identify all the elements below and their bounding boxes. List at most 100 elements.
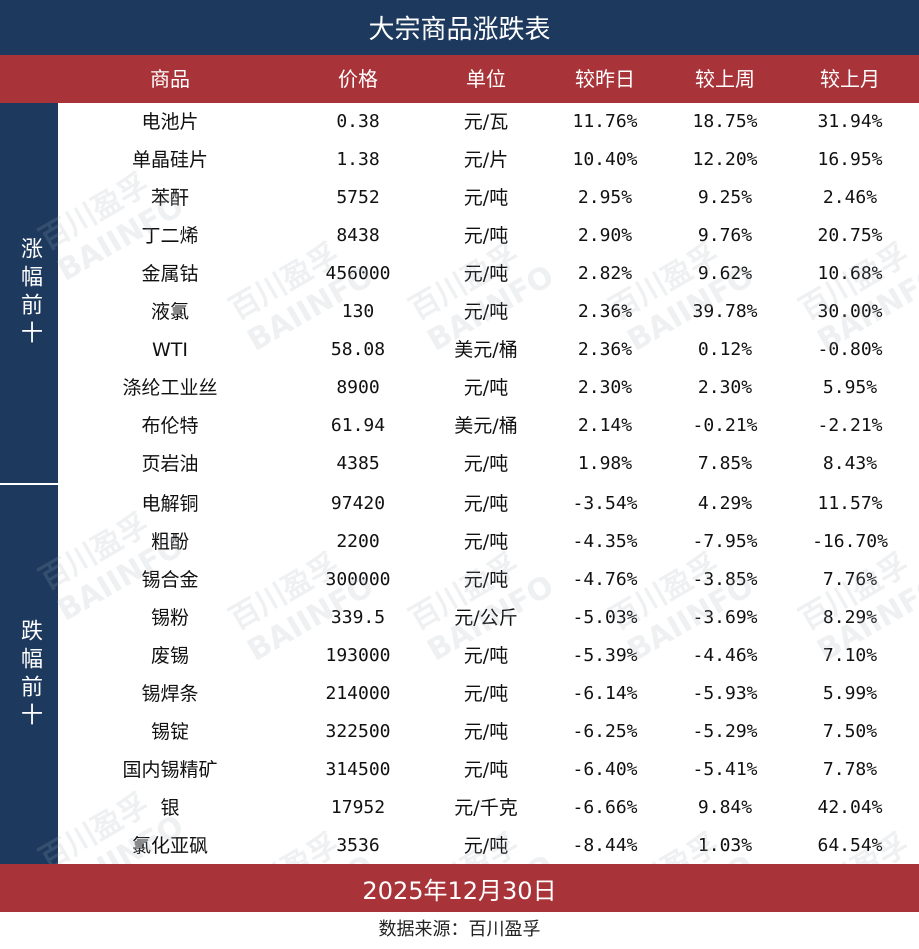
header-price: 价格 (338, 67, 378, 91)
cell-price: 1.38 (336, 149, 380, 170)
table-row: 涤纶工业丝 8900 元/吨 2.30% 2.30% 5.95% (58, 369, 919, 407)
cell-vs-last-month: 5.95% (822, 377, 878, 398)
cell-price: 8900 (336, 377, 380, 398)
cell-unit: 元/公斤 (454, 607, 518, 629)
cell-vs-last-week: -7.95% (692, 531, 758, 552)
cell-vs-yesterday: 2.95% (577, 187, 633, 208)
cell-price: 0.38 (336, 111, 380, 132)
cell-vs-last-month: 10.68% (817, 263, 883, 284)
table-title: 大宗商品涨跌表 (0, 0, 919, 55)
cell-vs-last-week: -5.93% (692, 683, 758, 704)
table-row: 银 17952 元/千克 -6.66% 9.84% 42.04% (58, 789, 919, 827)
header-row: 商品 价格 单位 较昨日 较上周 较上月 (0, 55, 919, 103)
cell-vs-last-month: 7.50% (822, 721, 878, 742)
cell-commodity: 丁二烯 (141, 225, 199, 247)
cell-price: 322500 (325, 721, 391, 742)
cell-vs-yesterday: 1.98% (577, 453, 633, 474)
cell-price: 4385 (336, 453, 380, 474)
cell-commodity: 锡锭 (150, 721, 189, 743)
side-label-bottom-text: 跌幅前十 (17, 618, 42, 731)
cell-vs-last-month: -0.80% (817, 339, 883, 360)
cell-price: 8438 (336, 225, 380, 246)
cell-vs-yesterday: -8.44% (572, 835, 638, 856)
cell-commodity: 粗酚 (150, 531, 189, 553)
cell-unit: 元/吨 (463, 301, 509, 323)
table-row: WTI 58.08 美元/桶 2.36% 0.12% -0.80% (58, 331, 919, 369)
cell-vs-last-month: 2.46% (822, 187, 878, 208)
cell-vs-yesterday: -4.35% (572, 531, 638, 552)
cell-unit: 元/吨 (463, 683, 509, 705)
cell-vs-yesterday: 10.40% (572, 149, 638, 170)
cell-vs-last-month: 7.78% (822, 759, 878, 780)
cell-price: 193000 (325, 645, 391, 666)
cell-vs-yesterday: -5.03% (572, 607, 638, 628)
cell-unit: 元/吨 (463, 721, 509, 743)
cell-vs-last-week: -4.46% (692, 645, 758, 666)
cell-vs-yesterday: -5.39% (572, 645, 638, 666)
cell-unit: 元/吨 (463, 531, 509, 553)
footer-date: 2025年12月30日 (0, 864, 919, 912)
table-row: 页岩油 4385 元/吨 1.98% 7.85% 8.43% (58, 445, 919, 483)
header-unit: 单位 (466, 67, 506, 91)
table-row: 电解铜 97420 元/吨 -3.54% 4.29% 11.57% (58, 485, 919, 523)
header-vs-last-week: 较上周 (695, 67, 755, 91)
cell-price: 339.5 (330, 607, 386, 628)
header-commodity: 商品 (150, 67, 190, 91)
cell-unit: 元/吨 (463, 493, 509, 515)
cell-vs-last-month: 64.54% (817, 835, 883, 856)
cell-unit: 元/千克 (454, 797, 518, 819)
table-row: 锡焊条 214000 元/吨 -6.14% -5.93% 5.99% (58, 675, 919, 713)
cell-price: 300000 (325, 569, 391, 590)
cell-vs-last-week: -3.69% (692, 607, 758, 628)
cell-vs-last-month: 30.00% (817, 301, 883, 322)
cell-unit: 元/吨 (463, 645, 509, 667)
cell-vs-last-week: 9.25% (697, 187, 753, 208)
footer-source: 数据来源：百川盈孚 (0, 912, 919, 943)
cell-commodity: WTI (152, 339, 188, 361)
cell-vs-last-week: 7.85% (697, 453, 753, 474)
cell-unit: 元/瓦 (463, 111, 509, 133)
cell-vs-last-week: 9.76% (697, 225, 753, 246)
cell-unit: 元/片 (463, 149, 509, 171)
cell-vs-last-week: 18.75% (692, 111, 758, 132)
cell-commodity: 电池片 (141, 111, 199, 133)
cell-commodity: 电解铜 (141, 493, 199, 515)
table-row: 液氯 130 元/吨 2.36% 39.78% 30.00% (58, 293, 919, 331)
cell-vs-yesterday: -4.76% (572, 569, 638, 590)
cell-unit: 元/吨 (463, 187, 509, 209)
table-row: 金属钴 456000 元/吨 2.82% 9.62% 10.68% (58, 255, 919, 293)
cell-vs-last-month: 7.10% (822, 645, 878, 666)
cell-unit: 元/吨 (463, 759, 509, 781)
cell-commodity: 涤纶工业丝 (122, 377, 218, 399)
cell-commodity: 废锡 (150, 645, 189, 667)
cell-vs-last-week: -5.41% (692, 759, 758, 780)
cell-unit: 元/吨 (463, 225, 509, 247)
cell-price: 214000 (325, 683, 391, 704)
cell-price: 2200 (336, 531, 380, 552)
cell-vs-yesterday: 2.82% (577, 263, 633, 284)
cell-unit: 美元/桶 (454, 415, 518, 437)
cell-commodity: 锡粉 (150, 607, 189, 629)
cell-price: 3536 (336, 835, 380, 856)
cell-vs-last-week: 9.84% (697, 797, 753, 818)
cell-vs-last-week: 0.12% (697, 339, 753, 360)
cell-commodity: 苯酐 (150, 187, 189, 209)
cell-unit: 美元/桶 (454, 339, 518, 361)
cell-vs-last-month: 42.04% (817, 797, 883, 818)
cell-vs-last-week: 39.78% (692, 301, 758, 322)
cell-vs-last-week: 12.20% (692, 149, 758, 170)
cell-vs-last-month: 16.95% (817, 149, 883, 170)
cell-vs-yesterday: 2.36% (577, 301, 633, 322)
cell-vs-last-month: 7.76% (822, 569, 878, 590)
cell-vs-yesterday: 2.36% (577, 339, 633, 360)
cell-commodity: 液氯 (150, 301, 189, 323)
cell-vs-last-month: 20.75% (817, 225, 883, 246)
cell-commodity: 锡合金 (141, 569, 199, 591)
cell-vs-last-week: 9.62% (697, 263, 753, 284)
group-divider (0, 483, 919, 485)
cell-vs-yesterday: 11.76% (572, 111, 638, 132)
cell-vs-yesterday: 2.14% (577, 415, 633, 436)
cell-vs-last-week: -3.85% (692, 569, 758, 590)
cell-vs-yesterday: 2.30% (577, 377, 633, 398)
